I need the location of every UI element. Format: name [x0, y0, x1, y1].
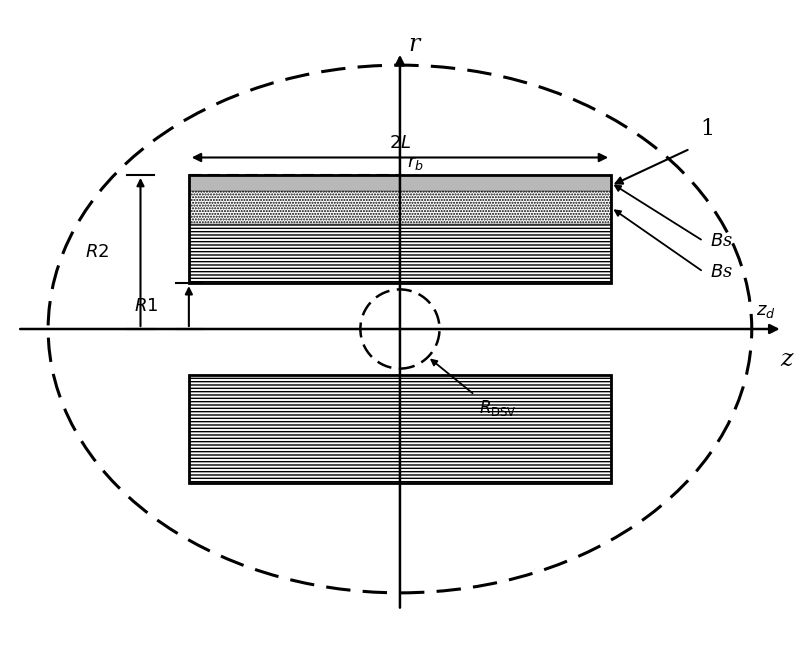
Text: $z_d$: $z_d$ [756, 302, 776, 320]
Text: 1: 1 [701, 118, 715, 140]
Text: $B$s: $B$s [710, 263, 734, 281]
Bar [189, 175, 611, 191]
Text: $r_b$: $r_b$ [407, 155, 424, 172]
Bar [189, 175, 611, 283]
Circle shape [360, 290, 439, 368]
Text: $R_{\mathrm{DSV}}$: $R_{\mathrm{DSV}}$ [479, 397, 517, 418]
Text: $B$s: $B$s [710, 232, 734, 250]
Bar [189, 375, 611, 483]
Text: r: r [409, 34, 420, 57]
Bar [189, 191, 611, 224]
Text: $R1$: $R1$ [134, 297, 158, 315]
Bar [189, 375, 611, 483]
Text: $2L$: $2L$ [389, 134, 411, 152]
Text: z: z [780, 348, 793, 371]
Text: $R2$: $R2$ [86, 243, 110, 261]
Text: $B_0$: $B_0$ [379, 326, 399, 346]
Bar [189, 224, 611, 283]
